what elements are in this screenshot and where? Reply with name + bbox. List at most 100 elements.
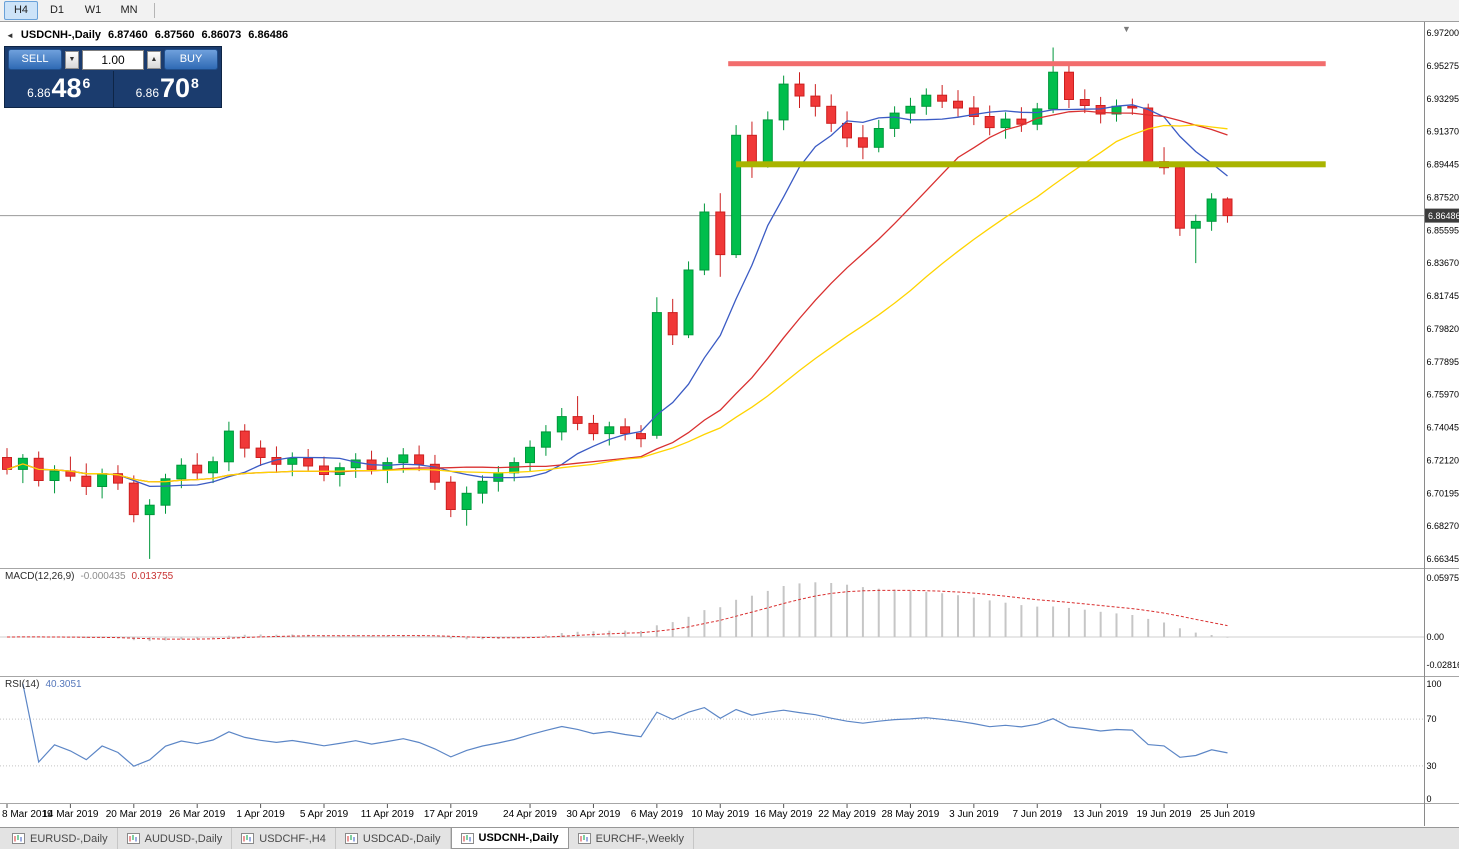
rsi-axis: 100 70 30 0 [1427,679,1442,804]
bid-price-sup: 6 [82,75,91,91]
moving-averages [6,104,1228,488]
chart-tabs-bar: EURUSD-,Daily AUDUSD-,Daily USDCHF-,H4 USDC… [0,827,1459,849]
rsi-panel [0,683,1424,767]
svg-text:70: 70 [1427,714,1437,724]
svg-text:-0.02816: -0.02816 [1427,660,1459,670]
chart-tab-usdcnh-daily[interactable]: USDCNH-,Daily [450,828,569,849]
chart-tab-eurchf-weekly[interactable]: EURCHF-,Weekly [569,828,694,849]
macd-name: MACD(12,26,9) [5,571,75,582]
symbol-title: USDCNH-,Daily [20,29,101,41]
tab-chart-icon [460,832,474,844]
rsi-line [22,683,1228,767]
toolbar-separator [154,3,155,18]
svg-text:6.97200: 6.97200 [1427,28,1459,38]
macd-indicator-label: MACD(12,26,9) -0.000435 0.013755 [5,571,173,582]
svg-text:6 May 2019: 6 May 2019 [631,809,684,820]
resistance-line [728,61,1326,67]
buy-button[interactable]: BUY [164,49,218,70]
svg-text:6.95275: 6.95275 [1427,61,1459,71]
bid-price-big: 48 [51,73,82,103]
macd-main-value: -0.000435 [80,571,126,582]
tab-label: USDCHF-,H4 [259,832,326,845]
svg-text:6.72120: 6.72120 [1427,455,1459,465]
svg-text:6.66345: 6.66345 [1427,554,1459,564]
svg-text:16 May 2019: 16 May 2019 [755,809,813,820]
macd-panel [0,582,1424,642]
svg-text:6.81745: 6.81745 [1427,291,1459,301]
ask-price-big: 70 [160,73,191,103]
timeframe-toolbar: H4 D1 W1 MN [0,0,1459,22]
chart-tab-usdchf-h4[interactable]: USDCHF-,H4 [232,828,336,849]
chart-shift-marker-icon[interactable]: ▼ [1122,24,1131,34]
svg-text:20 Mar 2019: 20 Mar 2019 [106,809,163,820]
svg-text:6.86486: 6.86486 [1428,211,1459,221]
timeframe-d1-button[interactable]: D1 [49,4,65,16]
ask-price-display[interactable]: 6.86 70 8 [114,71,222,107]
svg-text:6.79820: 6.79820 [1427,324,1459,334]
svg-text:6.70195: 6.70195 [1427,488,1459,498]
macd-axis: 0.059758 0.00 -0.02816 [1427,573,1459,670]
chart-tab-usdcad-daily[interactable]: USDCAD-,Daily [336,828,451,849]
svg-text:14 Mar 2019: 14 Mar 2019 [42,809,99,820]
timeframe-h4-button[interactable]: H4 [4,1,38,20]
svg-text:13 Jun 2019: 13 Jun 2019 [1073,809,1128,820]
svg-text:22 May 2019: 22 May 2019 [818,809,876,820]
ohlc-close: 6.86486 [248,29,289,41]
svg-text:6.87520: 6.87520 [1427,192,1459,202]
bid-price-display[interactable]: 6.86 48 6 [5,71,114,107]
svg-text:1 Apr 2019: 1 Apr 2019 [236,809,285,820]
svg-text:19 Jun 2019: 19 Jun 2019 [1136,809,1191,820]
ohlc-open: 6.87460 [108,29,148,41]
svg-text:24 Apr 2019: 24 Apr 2019 [503,809,557,820]
svg-text:10 May 2019: 10 May 2019 [691,809,749,820]
bid-price-prefix: 6.86 [27,86,51,100]
volume-increase-icon[interactable]: ▲ [147,50,161,69]
tab-chart-icon [126,833,140,844]
candlestick-series [2,47,1233,559]
tab-chart-icon [12,833,25,844]
ohlc-high: 6.87560 [154,29,195,41]
ma-slow-line [6,124,1228,483]
tab-label: EURUSD-,Daily [30,832,108,845]
svg-text:5 Apr 2019: 5 Apr 2019 [300,809,349,820]
collapse-panel-icon[interactable]: ◄ [6,30,14,40]
svg-text:30: 30 [1427,761,1437,771]
tab-label: AUDUSD-,Daily [144,832,223,845]
panel-dividers [0,22,1459,826]
ask-price-prefix: 6.86 [135,86,159,100]
chart-tab-eurusd-daily[interactable]: EURUSD-,Daily [3,828,118,849]
support-line [736,161,1326,168]
svg-text:25 Jun 2019: 25 Jun 2019 [1200,809,1255,820]
timeframe-mn-button[interactable]: MN [120,4,138,16]
tab-chart-icon [344,833,358,844]
svg-text:6.93295: 6.93295 [1427,94,1459,104]
svg-text:28 May 2019: 28 May 2019 [881,809,939,820]
svg-text:6.74045: 6.74045 [1427,423,1459,433]
svg-text:17 Apr 2019: 17 Apr 2019 [424,809,478,820]
price-axis: 6.97200 6.95275 6.93295 6.91370 6.89445 6.875… [1425,28,1459,564]
svg-text:6.85595: 6.85595 [1427,225,1459,235]
svg-text:0.059758: 0.059758 [1427,573,1459,583]
one-click-trading-panel: SELL ▼ ▲ BUY 6.86 48 6 6.86 70 8 [4,46,222,108]
ohlc-low: 6.86073 [201,29,242,41]
chart-tab-audusd-daily[interactable]: AUDUSD-,Daily [118,828,233,849]
ask-price-sup: 8 [191,75,199,91]
chart-canvas[interactable]: 6.97200 6.95275 6.93295 6.91370 6.89445 6.875… [0,22,1459,827]
sell-button[interactable]: SELL [8,49,62,70]
timeframe-w1-button[interactable]: W1 [84,4,102,16]
rsi-indicator-label: RSI(14) 40.3051 [5,679,82,690]
tab-label: USDCAD-,Daily [362,832,441,845]
ma-fast-line [6,104,1228,488]
svg-text:100: 100 [1427,679,1442,689]
svg-text:6.91370: 6.91370 [1427,127,1459,137]
macd-signal-value: 0.013755 [131,571,174,582]
volume-decrease-icon[interactable]: ▼ [65,50,79,69]
tab-chart-icon [577,833,591,844]
horizontal-lines[interactable] [728,61,1326,168]
volume-input[interactable] [82,49,144,70]
rsi-value: 40.3051 [45,679,82,690]
svg-text:7 Jun 2019: 7 Jun 2019 [1013,809,1063,820]
macd-signal-line [6,589,1228,640]
current-price-badge [1425,208,1459,223]
rsi-name: RSI(14) [5,679,40,690]
